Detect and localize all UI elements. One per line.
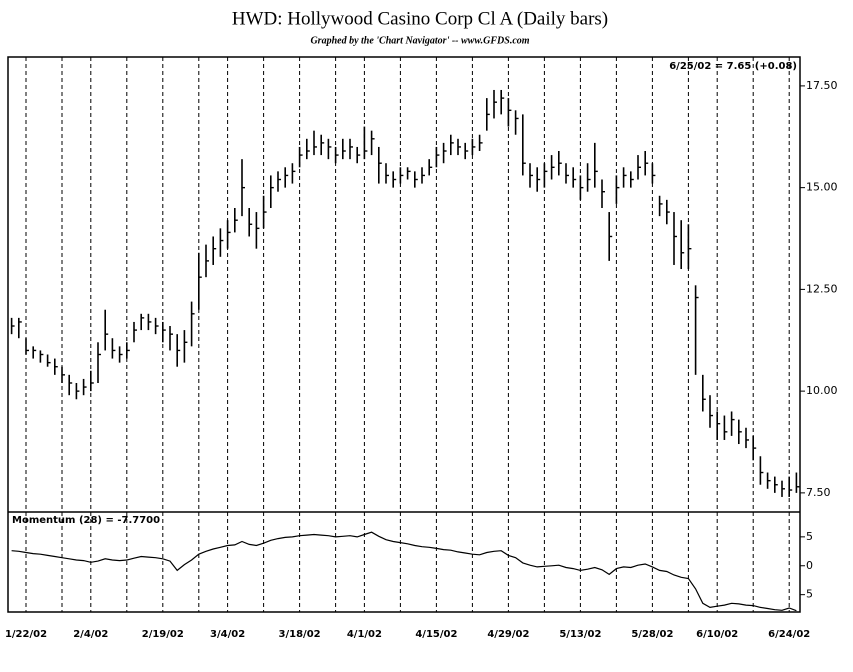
y-tick-label: 0 [806,559,813,572]
y-tick-label: 17.50 [806,79,838,92]
x-tick-label: 1/22/02 [5,629,47,640]
momentum-line [11,531,797,612]
x-tick-label: 2/19/02 [142,629,184,640]
y-tick-label: 15.00 [806,181,838,194]
last-value-annotation: 6/25/02 = 7.65 (+0.08) [669,61,797,72]
y-tick-label: 5 [806,588,813,601]
y-tick-label: 7.50 [806,486,831,499]
x-tick-label: 6/24/02 [768,629,810,640]
y-tick-label: 12.50 [806,282,838,295]
x-tick-label: 4/29/02 [487,629,529,640]
chart-subtitle: Graphed by the 'Chart Navigator' -- www.… [310,35,529,46]
momentum-label: Momentum (28) = -7.7700 [12,515,160,526]
x-tick-label: 5/13/02 [559,629,601,640]
x-tick-label: 2/4/02 [73,629,108,640]
x-tick-label: 4/1/02 [347,629,382,640]
x-tick-label: 4/15/02 [415,629,457,640]
x-tick-label: 3/18/02 [279,629,321,640]
plot-frame [7,56,801,613]
y-tick-label: 10.00 [806,384,838,397]
x-tick-label: 5/28/02 [631,629,673,640]
chart-title: HWD: Hollywood Casino Corp Cl A (Daily b… [232,8,608,29]
y-tick-label: 5 [806,530,813,543]
x-tick-label: 6/10/02 [696,629,738,640]
x-tick-label: 3/4/02 [210,629,245,640]
